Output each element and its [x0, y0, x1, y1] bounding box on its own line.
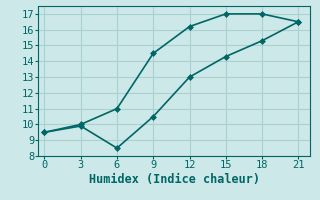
X-axis label: Humidex (Indice chaleur): Humidex (Indice chaleur) [89, 173, 260, 186]
